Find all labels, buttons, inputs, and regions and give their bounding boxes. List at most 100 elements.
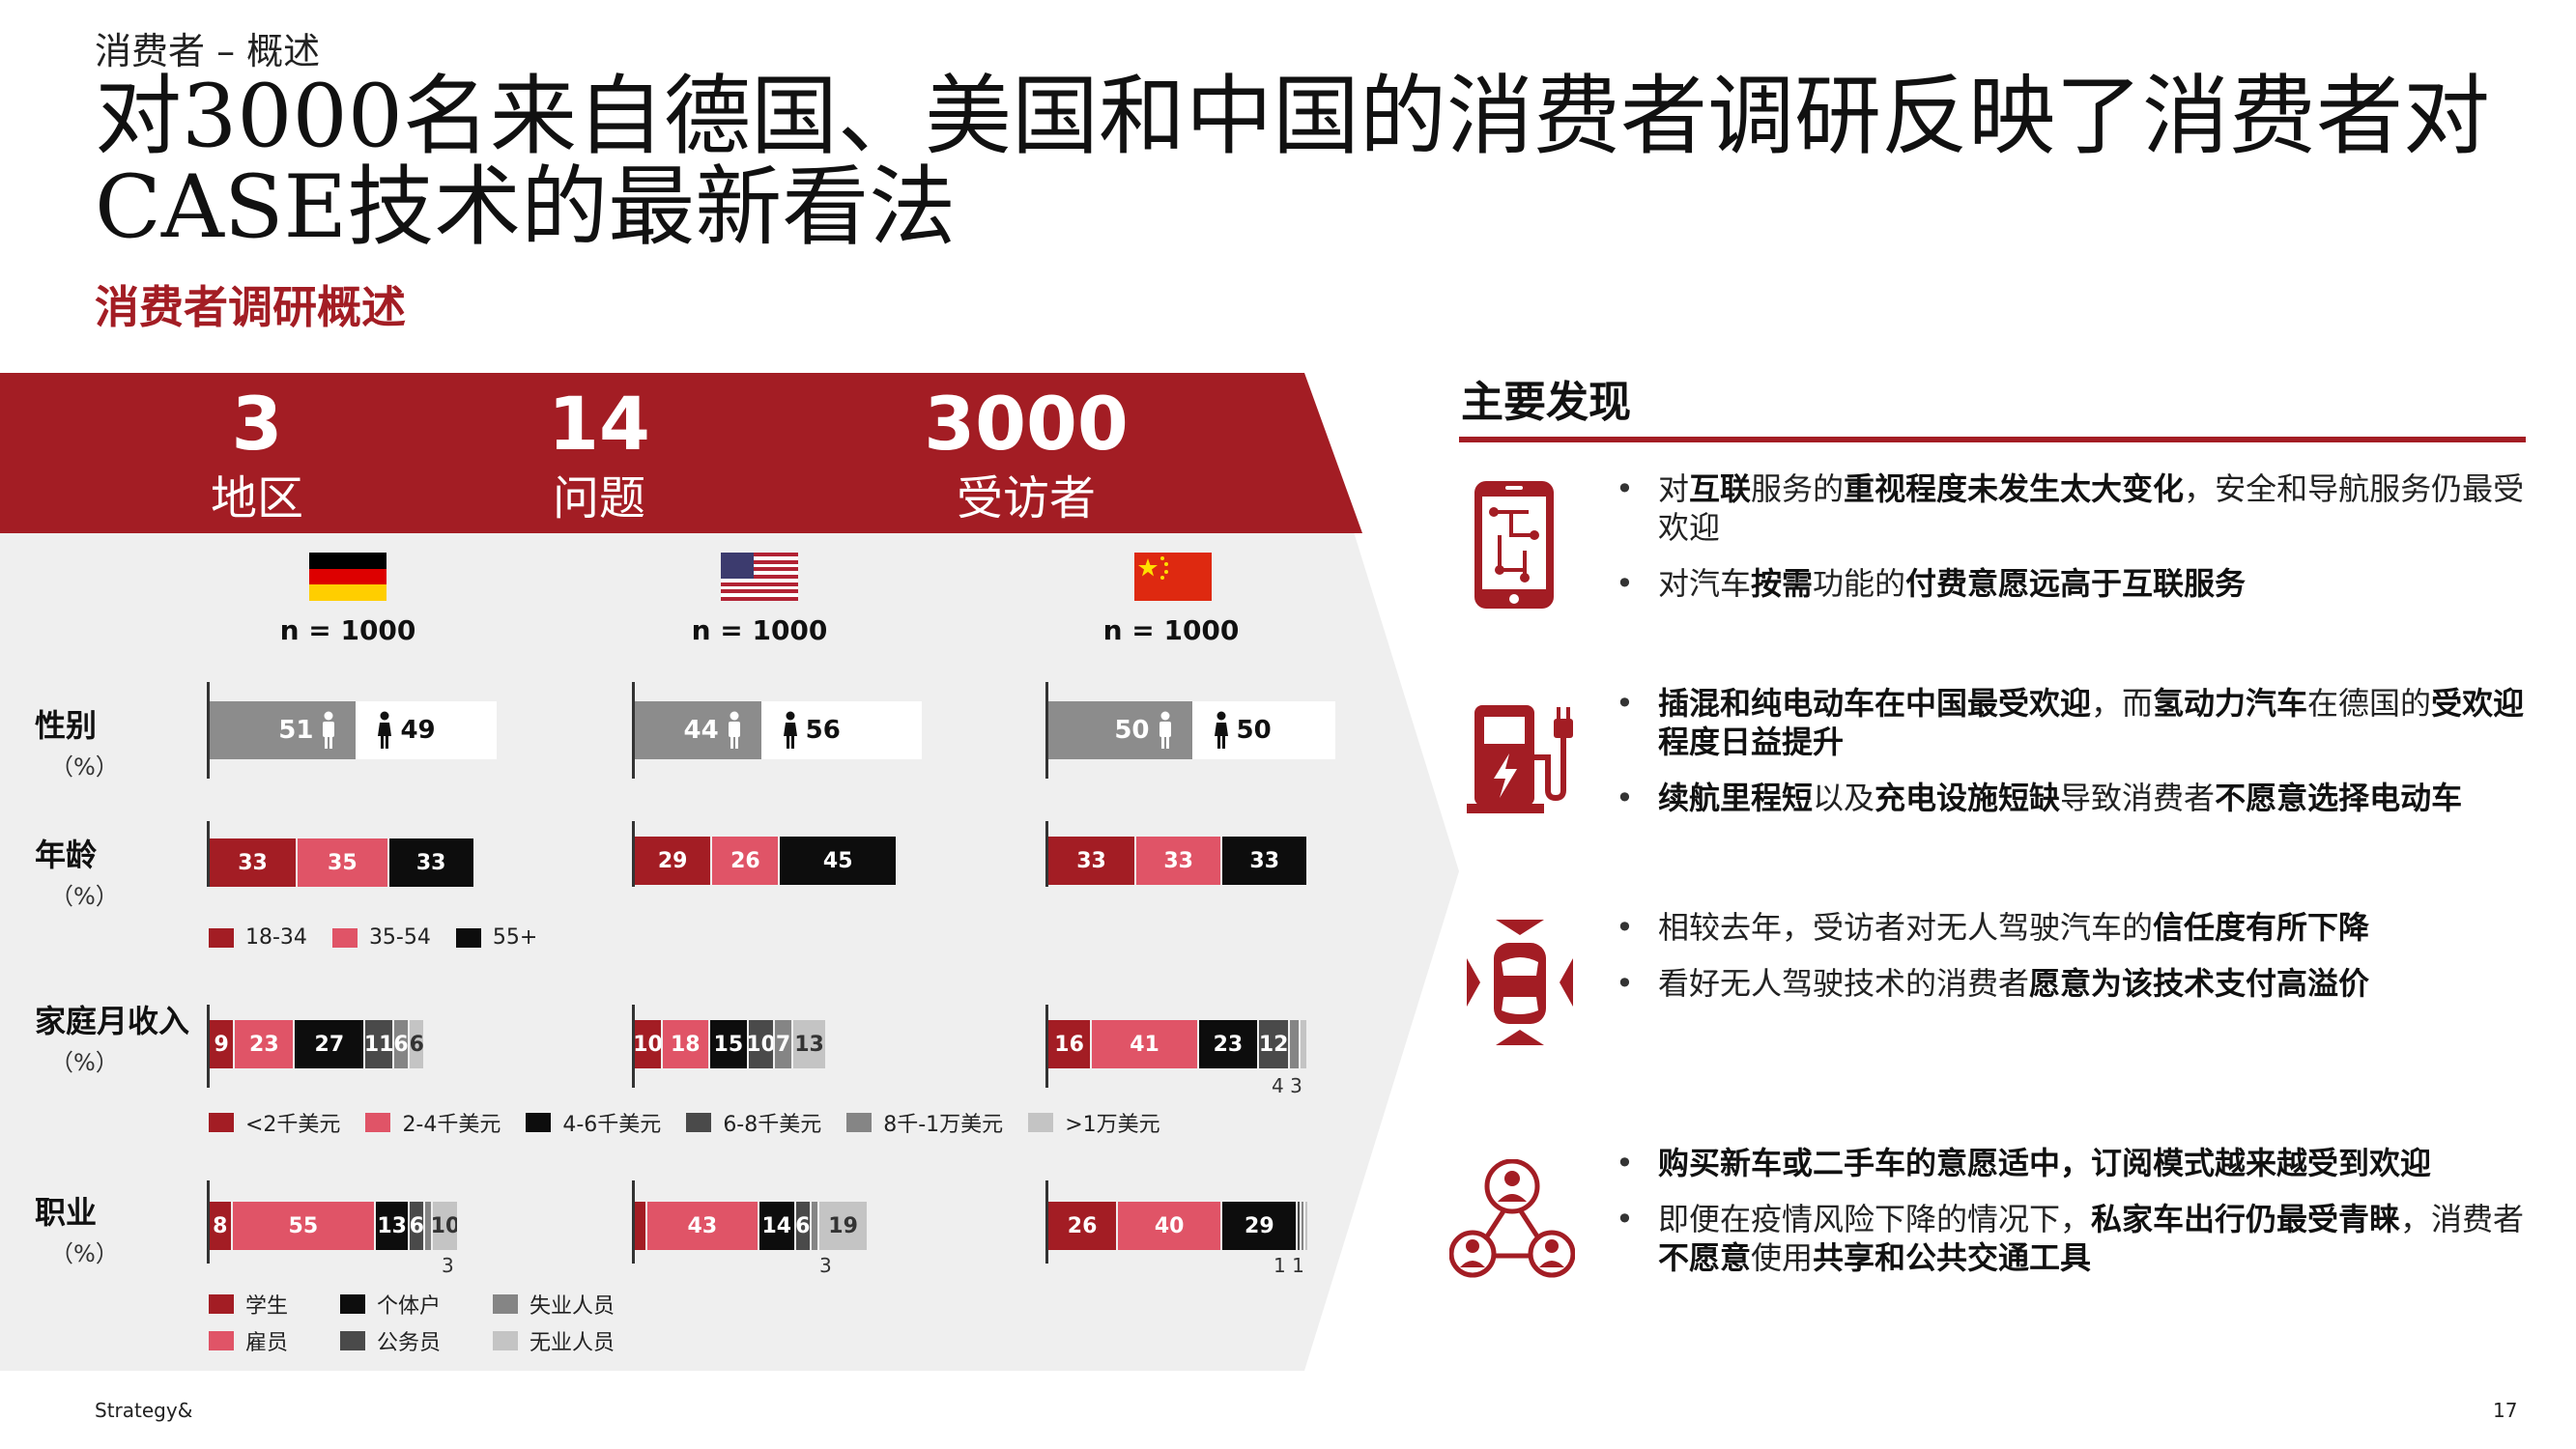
legend-label: 8千-1万美元 — [883, 1113, 1004, 1137]
legend-item: 35-54 — [331, 925, 431, 950]
income-segment-germany-5: 6 — [408, 1020, 424, 1068]
finding-emphasis: 氢动力汽车 — [2153, 685, 2308, 722]
age-segment-china-2: 33 — [1220, 837, 1307, 885]
finding-emphasis: 付费意愿远高于互联服务 — [1905, 565, 2247, 602]
job-segment-germany-4 — [423, 1202, 432, 1250]
legend-swatch — [493, 1294, 518, 1314]
axis-line — [632, 682, 635, 779]
legend-item: 18-34 — [209, 925, 307, 950]
income-segment-china-0: 16 — [1048, 1020, 1091, 1068]
income-unit: （%） — [50, 1049, 119, 1076]
income-segment-usa-1: 18 — [661, 1020, 708, 1068]
stat-respondents-label: 受访者 — [956, 471, 1096, 526]
legend-item: 学生 — [209, 1289, 315, 1320]
section-subtitle: 消费者调研概述 — [95, 281, 406, 333]
income-label: 家庭月收入 — [35, 1003, 190, 1039]
gender-row-label: 性别 （%） — [35, 701, 119, 781]
findings-group-autonomous: 相较去年，受访者对无人驾驶汽车的信任度有所下降看好无人驾驶技术的消费者愿意为该技… — [1616, 908, 2533, 1020]
stat-respondents-value: 3000 — [924, 381, 1129, 467]
job-segment-china-5 — [1303, 1202, 1308, 1250]
female-percent: 50 — [1236, 716, 1272, 745]
legend-swatch — [1028, 1113, 1054, 1132]
charging-station-icon — [1467, 705, 1573, 813]
axis-line — [207, 1005, 210, 1088]
autonomous-car-icon — [1467, 920, 1573, 1045]
legend-label: 无业人员 — [530, 1331, 615, 1355]
female-percent: 49 — [400, 716, 436, 745]
legend-label: 公务员 — [377, 1331, 442, 1355]
job-note-china: 1 1 — [1274, 1254, 1304, 1277]
finding-emphasis: 信任度有所下降 — [2153, 909, 2370, 946]
gender-male-segment-germany: 51 — [210, 701, 357, 759]
finding-emphasis: 插混和纯电动车在中国最受欢迎 — [1658, 685, 2092, 722]
legend-swatch — [365, 1113, 391, 1132]
axis-line — [207, 1180, 210, 1264]
gender-female-segment-china: 50 — [1191, 701, 1335, 759]
gender-label: 性别 — [35, 707, 98, 744]
finding-emphasis: 重视程度未发生太大变化 — [1844, 470, 2185, 507]
network-people-icon — [1449, 1159, 1575, 1278]
gender-female-segment-usa: 56 — [760, 701, 922, 759]
job-segment-usa-5: 19 — [816, 1202, 868, 1250]
findings-group-shared: 购买新车或二手车的意愿适中，订阅模式越来越受到欢迎即便在疫情风险下降的情况下，私… — [1616, 1144, 2533, 1294]
axis-line — [632, 1180, 635, 1264]
job-segment-germany-3: 6 — [408, 1202, 424, 1250]
finding-emphasis: 按需 — [1751, 565, 1814, 602]
legend-swatch — [340, 1331, 365, 1350]
axis-line — [632, 821, 635, 887]
job-segment-china-0: 26 — [1048, 1202, 1117, 1250]
job-segment-germany-1: 55 — [230, 1202, 375, 1250]
gender-bar-china: 50 50 — [1048, 701, 1335, 759]
income-segment-germany-4: 6 — [391, 1020, 409, 1068]
finding-emphasis: 私家车出行仍最受青睐 — [2091, 1201, 2401, 1237]
legend-label: 35-54 — [368, 925, 431, 950]
age-segment-germany-1: 35 — [296, 838, 387, 887]
income-bar-china: 16 41 23 12 — [1048, 1020, 1307, 1068]
usa-sample-size: n = 1000 — [691, 614, 828, 646]
stat-regions-value: 3 — [231, 381, 283, 467]
finding-emphasis: 愿意为该技术支付高溢价 — [2029, 965, 2370, 1002]
legend-item: 雇员 — [209, 1325, 315, 1356]
legend-label: 4-6千美元 — [562, 1113, 662, 1137]
finding-bullet: 即便在疫情风险下降的情况下，私家车出行仍最受青睐，消费者不愿意使用共享和公共交通… — [1616, 1200, 2533, 1277]
age-label: 年龄 — [35, 837, 98, 873]
income-segment-china-4 — [1288, 1020, 1300, 1068]
age-segment-china-1: 33 — [1134, 837, 1221, 885]
income-segment-china-2: 23 — [1196, 1020, 1257, 1068]
china-flag-icon — [1134, 553, 1212, 601]
usa-flag-icon — [721, 553, 798, 601]
stat-questions-label: 问题 — [552, 471, 645, 526]
income-segment-germany-0: 9 — [210, 1020, 234, 1068]
age-segment-usa-0: 29 — [635, 837, 711, 885]
legend-item: 无业人员 — [493, 1325, 647, 1356]
legend-item: 个体户 — [340, 1289, 468, 1320]
page-number: 17 — [2493, 1399, 2518, 1422]
finding-bullet: 续航里程短以及充电设施短缺导致消费者不愿意选择电动车 — [1616, 779, 2533, 817]
findings-title: 主要发现 — [1461, 378, 1631, 427]
income-bar-usa: 10181510713 — [635, 1020, 826, 1068]
income-segment-china-5 — [1299, 1020, 1307, 1068]
age-row-label: 年龄 （%） — [35, 831, 119, 911]
job-segment-china-1: 40 — [1116, 1202, 1221, 1250]
gender-unit: （%） — [50, 753, 119, 781]
job-bar-germany: 85513610 — [210, 1202, 458, 1250]
job-segment-germany-2: 13 — [374, 1202, 409, 1250]
age-unit: （%） — [50, 883, 119, 910]
job-bar-usa: 43 14 6 19 — [635, 1202, 868, 1250]
female-percent: 56 — [805, 716, 841, 745]
kicker: 消费者 – 概述 — [95, 30, 321, 72]
legend-item: <2千美元 — [209, 1107, 340, 1138]
job-note-usa: 3 — [819, 1254, 832, 1277]
finding-bullet: 相较去年，受访者对无人驾驶汽车的信任度有所下降 — [1616, 908, 2533, 947]
income-segment-china-1: 41 — [1090, 1020, 1197, 1068]
axis-line — [1045, 1005, 1048, 1088]
footer-brand: Strategy& — [95, 1399, 193, 1422]
legend-swatch — [846, 1113, 873, 1132]
finding-emphasis: 不愿意选择电动车 — [2215, 780, 2463, 816]
income-segment-usa-0: 10 — [635, 1020, 661, 1068]
job-segment-china-2: 29 — [1220, 1202, 1297, 1250]
legend-item: 公务员 — [340, 1325, 468, 1356]
male-percent: 51 — [278, 716, 314, 745]
age-segment-usa-2: 45 — [778, 837, 896, 885]
gender-bar-usa: 44 56 — [635, 701, 922, 759]
